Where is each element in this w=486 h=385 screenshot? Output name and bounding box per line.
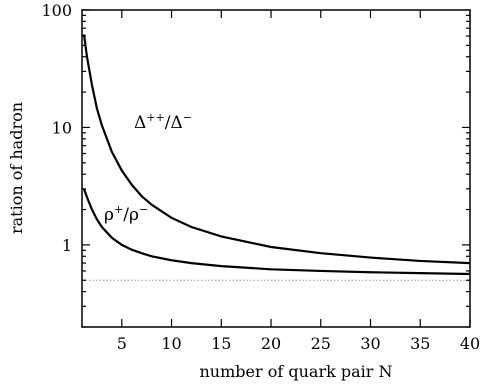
y-tick-label: 100	[41, 1, 72, 20]
x-axis-label: number of quark pair N	[199, 362, 392, 381]
series-line-rho	[82, 188, 471, 276]
axis-ticks	[82, 9, 471, 328]
x-tick-label: 30	[360, 334, 380, 353]
y-tick-label: 10	[52, 118, 72, 137]
y-tick-labels: 1 10 100	[41, 1, 72, 255]
series-label-rho: ρ+/ρ−	[104, 203, 148, 225]
series-group	[82, 34, 471, 276]
plot-area	[82, 34, 471, 281]
series-line-delta	[82, 34, 471, 265]
x-tick-label: 5	[117, 334, 127, 353]
x-tick-label: 10	[161, 334, 181, 353]
y-axis-label: ration of hadron	[7, 102, 26, 234]
y-tick-label: 1	[62, 236, 72, 255]
plot-frame	[81, 9, 471, 328]
x-tick-label: 40	[460, 334, 480, 353]
x-tick-label: 20	[261, 334, 281, 353]
x-tick-label: 25	[311, 334, 331, 353]
x-tick-label: 15	[211, 334, 231, 353]
x-tick-labels: 5 10 15 20 25 30 35 40	[117, 334, 480, 353]
x-tick-label: 35	[410, 334, 430, 353]
series-label-delta: Δ++/Δ−	[134, 111, 192, 133]
